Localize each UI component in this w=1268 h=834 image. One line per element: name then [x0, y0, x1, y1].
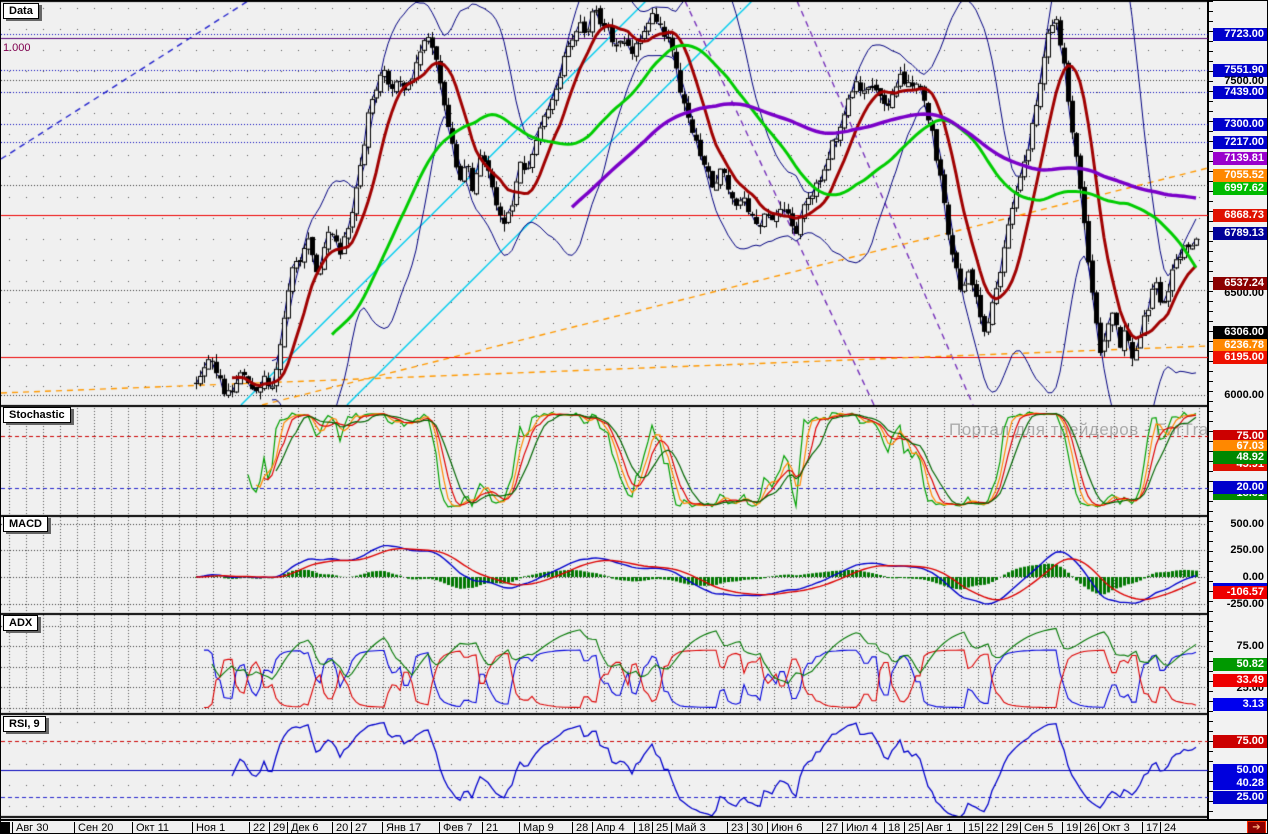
- date-tick-label: 15: [964, 822, 980, 833]
- date-tick-label: Июл 4: [842, 822, 878, 833]
- scale-value-label: 7139.81: [1213, 152, 1267, 165]
- date-tick-label: 20: [332, 822, 348, 833]
- date-tick-label: 26: [1080, 822, 1096, 833]
- date-tick-label: 29: [1002, 822, 1018, 833]
- date-tick-label: Сен 20: [74, 822, 113, 833]
- date-tick-label: 30: [747, 822, 763, 833]
- date-tick-label: 27: [822, 822, 838, 833]
- date-tick-label: Авг 1: [922, 822, 952, 833]
- scale-value-label: 7551.90: [1213, 64, 1267, 77]
- scale-value-label: 25.00: [1213, 791, 1267, 804]
- date-tick-label: Дек 6: [287, 822, 319, 833]
- date-tick-label: Май 3: [671, 822, 706, 833]
- panel-tab-stochastic[interactable]: Stochastic: [3, 407, 71, 423]
- scale-value-label: 6000.00: [1224, 389, 1264, 401]
- panel-tab-adx[interactable]: ADX: [3, 615, 39, 631]
- scale-value-label: -250.00: [1226, 598, 1264, 610]
- scale-value-label: -106.57: [1213, 583, 1267, 599]
- scale-value-label: 75.00: [1213, 430, 1267, 443]
- date-tick-label: Мар 9: [519, 822, 554, 833]
- date-tick-label: 25: [904, 822, 920, 833]
- date-tick-label: Авг 30: [12, 822, 48, 833]
- date-tick-label: 24: [1160, 822, 1176, 833]
- scale-value-label: 7300.00: [1213, 118, 1267, 131]
- scale-value-label: 33.49: [1213, 674, 1267, 687]
- date-axis: ➔ Авг 30 Сен 20 Окт 11 Ноя 1 22 29 Дек 6 20 27 Ян…: [1, 819, 1267, 833]
- date-tick-label: 23: [727, 822, 743, 833]
- scale-value-label: 6500.00: [1224, 287, 1264, 299]
- date-tick-label: 18: [884, 822, 900, 833]
- scale-value-label: 6537.24: [1213, 277, 1267, 290]
- scale-value-label: 40.28: [1213, 777, 1267, 790]
- date-tick-label: 27: [351, 822, 367, 833]
- scale-value-label: 67.03: [1213, 440, 1267, 453]
- corner-box: [1, 822, 10, 833]
- date-tick-label: Окт 3: [1098, 822, 1130, 833]
- scale-value-label: 6306.00: [1213, 326, 1267, 339]
- scale-value-label: 0.00: [1242, 571, 1264, 583]
- scale-value-label: 7500.00: [1224, 75, 1264, 87]
- panel-tab-macd[interactable]: MACD: [3, 516, 48, 532]
- date-tick-label: Фев 7: [439, 822, 473, 833]
- date-tick-label: Ноя 1: [192, 822, 225, 833]
- scale-value-label: 7217.00: [1213, 136, 1267, 149]
- date-tick-label: 21: [482, 822, 498, 833]
- scale-value-label: 6195.00: [1213, 351, 1267, 364]
- date-tick-label: 22: [249, 822, 265, 833]
- arrow-right-icon: ➔: [1252, 821, 1261, 833]
- scale-value-label: 48.92: [1213, 451, 1267, 464]
- scale-value-label: 3.13: [1213, 698, 1267, 711]
- scale-value-label: 500.00: [1230, 518, 1264, 530]
- scale-value-label: 7723.00: [1213, 28, 1267, 41]
- scale-value-label: 250.00: [1230, 544, 1264, 556]
- date-tick-label: 18: [634, 822, 650, 833]
- scale-value-label: 6789.13: [1213, 227, 1267, 240]
- scale-value-label: 75.00: [1236, 640, 1264, 652]
- panel-tab-price[interactable]: Data: [3, 3, 39, 19]
- scale-value-label: 6236.78: [1213, 339, 1267, 352]
- date-tick-label: Июн 6: [767, 822, 802, 833]
- date-tick-label: 19: [1062, 822, 1078, 833]
- date-tick-label: 28: [572, 822, 588, 833]
- price-axis-left-label: 1.000: [3, 42, 31, 54]
- scroll-right-button[interactable]: ➔: [1247, 821, 1266, 833]
- scale-value-label: 50.00: [1213, 764, 1267, 777]
- scale-value-label: 6868.73: [1213, 209, 1267, 222]
- chart-canvas[interactable]: [1, 1, 1209, 819]
- date-tick-label: 25: [652, 822, 668, 833]
- date-tick-label: 29: [269, 822, 285, 833]
- scale-value-label: 7055.52: [1213, 169, 1267, 182]
- panel-tab-rsi[interactable]: RSI, 9: [3, 716, 46, 732]
- scale-ticks: [1209, 1, 1213, 819]
- scale-value-label: 20.00: [1213, 481, 1267, 494]
- date-tick-label: 22: [982, 822, 998, 833]
- date-tick-label: Янв 17: [382, 822, 421, 833]
- date-tick-label: 17: [1142, 822, 1158, 833]
- date-tick-label: Апр 4: [592, 822, 625, 833]
- scale-value-label: 50.82: [1213, 658, 1267, 671]
- scale-value-label: 7439.00: [1213, 86, 1267, 99]
- scale-value-label: 6997.62: [1213, 182, 1267, 195]
- date-tick-label: Окт 11: [132, 822, 169, 833]
- scale-value-label: 75.00: [1213, 735, 1267, 748]
- date-tick-label: Сен 5: [1020, 822, 1053, 833]
